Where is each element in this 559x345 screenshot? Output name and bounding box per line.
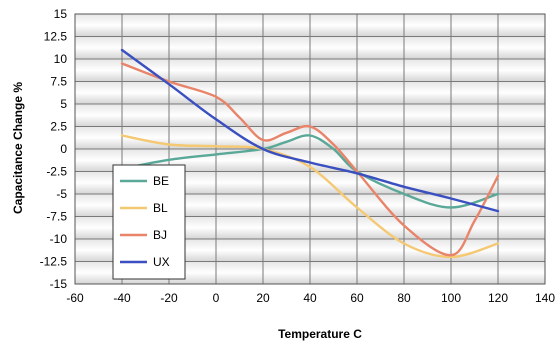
tick-labels: 15 12.5 10 7.5 5 2.5 0 -2.5 -5 -7.5 -10 -12.5 -15-60… — [40, 7, 556, 305]
x-tick-label: 80 — [397, 291, 411, 305]
y-axis-title: Capacitance Change % — [11, 82, 25, 214]
x-tick-label: 100 — [441, 291, 461, 305]
y-tick-label: 0 — [60, 142, 67, 156]
y-tick-label: 7.5 — [50, 75, 67, 89]
x-tick-label: -40 — [113, 291, 131, 305]
legend-label-be: BE — [153, 174, 169, 188]
series-line-bl — [120, 134, 500, 259]
x-axis-title: Temperature C — [278, 327, 362, 341]
y-tick-label: 15 — [54, 7, 68, 21]
y-tick-label: 5 — [60, 97, 67, 111]
y-tick-label: 12.5 — [44, 30, 68, 44]
x-tick-label: -20 — [160, 291, 178, 305]
y-tick-label: -10 — [50, 232, 68, 246]
legend: BE BL BJ UX — [112, 164, 186, 280]
x-tick-label: 60 — [350, 291, 364, 305]
x-tick-label: 140 — [535, 291, 555, 305]
y-tick-label: -7.5 — [46, 210, 67, 224]
x-tick-label: 120 — [488, 291, 508, 305]
series-line-be — [120, 134, 500, 209]
y-tick-label: 10 — [54, 52, 68, 66]
y-tick-label: -15 — [50, 277, 68, 291]
x-tick-label: -60 — [66, 291, 84, 305]
legend-box — [112, 164, 186, 280]
legend-label-ux: UX — [153, 255, 170, 269]
series-lines — [120, 48, 500, 259]
y-tick-label: -5 — [56, 187, 67, 201]
legend-label-bl: BL — [153, 201, 168, 215]
series-line-ux — [120, 48, 500, 213]
plot-border — [74, 13, 546, 285]
x-tick-label: 0 — [213, 291, 220, 305]
x-tick-label: 20 — [256, 291, 270, 305]
series-line-bj — [120, 62, 500, 257]
legend-label-bj: BJ — [153, 228, 167, 242]
y-tick-label: -2.5 — [46, 165, 67, 179]
y-tick-label: 2.5 — [50, 120, 67, 134]
y-tick-label: -12.5 — [40, 255, 68, 269]
x-tick-label: 40 — [303, 291, 317, 305]
